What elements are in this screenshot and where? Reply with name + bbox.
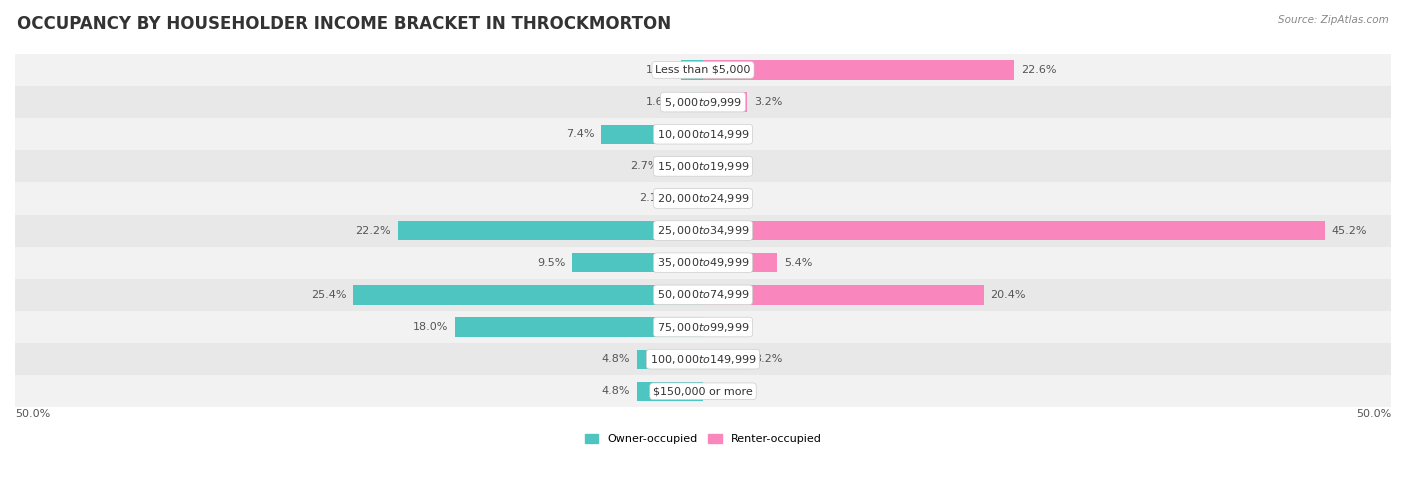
Text: 0.0%: 0.0% <box>710 386 738 396</box>
Bar <box>673 189 703 208</box>
Text: $100,000 to $149,999: $100,000 to $149,999 <box>650 353 756 365</box>
Text: $150,000 or more: $150,000 or more <box>654 386 752 396</box>
Bar <box>15 375 1391 407</box>
Bar <box>703 221 1324 240</box>
Text: 3.2%: 3.2% <box>754 97 782 107</box>
Text: $50,000 to $74,999: $50,000 to $74,999 <box>657 288 749 301</box>
Bar <box>637 382 703 401</box>
Text: $35,000 to $49,999: $35,000 to $49,999 <box>657 256 749 269</box>
Text: 20.4%: 20.4% <box>991 290 1026 300</box>
Text: 2.1%: 2.1% <box>638 193 668 204</box>
Text: OCCUPANCY BY HOUSEHOLDER INCOME BRACKET IN THROCKMORTON: OCCUPANCY BY HOUSEHOLDER INCOME BRACKET … <box>17 15 671 33</box>
Text: 0.0%: 0.0% <box>710 322 738 332</box>
Text: 7.4%: 7.4% <box>565 129 595 139</box>
Bar <box>703 253 778 272</box>
Bar <box>15 279 1391 311</box>
Bar <box>703 60 1014 80</box>
Bar <box>15 311 1391 343</box>
Bar <box>703 285 984 305</box>
Text: 0.0%: 0.0% <box>710 129 738 139</box>
Text: $20,000 to $24,999: $20,000 to $24,999 <box>657 192 749 205</box>
Text: 18.0%: 18.0% <box>413 322 449 332</box>
Bar <box>353 285 703 305</box>
Text: 50.0%: 50.0% <box>15 409 51 419</box>
Text: $15,000 to $19,999: $15,000 to $19,999 <box>657 160 749 173</box>
Bar <box>15 247 1391 279</box>
Bar <box>398 221 703 240</box>
Text: $75,000 to $99,999: $75,000 to $99,999 <box>657 320 749 333</box>
Bar <box>681 92 703 112</box>
Text: 1.6%: 1.6% <box>645 65 673 75</box>
Text: 5.4%: 5.4% <box>785 258 813 268</box>
Legend: Owner-occupied, Renter-occupied: Owner-occupied, Renter-occupied <box>585 434 821 444</box>
Bar <box>15 54 1391 86</box>
Bar <box>572 253 703 272</box>
Text: $10,000 to $14,999: $10,000 to $14,999 <box>657 128 749 141</box>
Text: 0.0%: 0.0% <box>710 161 738 172</box>
Bar <box>15 118 1391 150</box>
Text: 4.8%: 4.8% <box>602 386 630 396</box>
Bar <box>456 317 703 337</box>
Text: 50.0%: 50.0% <box>1355 409 1391 419</box>
Bar <box>15 214 1391 247</box>
Bar <box>637 349 703 369</box>
Bar <box>703 349 747 369</box>
Text: 0.0%: 0.0% <box>710 193 738 204</box>
Text: 22.2%: 22.2% <box>356 226 391 236</box>
Bar <box>703 92 747 112</box>
Bar <box>666 156 703 176</box>
Text: $25,000 to $34,999: $25,000 to $34,999 <box>657 224 749 237</box>
Text: 22.6%: 22.6% <box>1021 65 1056 75</box>
Text: 9.5%: 9.5% <box>537 258 565 268</box>
Bar <box>681 60 703 80</box>
Bar <box>15 343 1391 375</box>
Text: 25.4%: 25.4% <box>311 290 347 300</box>
Text: $5,000 to $9,999: $5,000 to $9,999 <box>664 96 742 108</box>
Text: 4.8%: 4.8% <box>602 354 630 364</box>
Text: 45.2%: 45.2% <box>1331 226 1367 236</box>
Bar <box>602 124 703 144</box>
Bar <box>15 182 1391 214</box>
Bar <box>15 86 1391 118</box>
Text: Less than $5,000: Less than $5,000 <box>655 65 751 75</box>
Text: Source: ZipAtlas.com: Source: ZipAtlas.com <box>1278 15 1389 25</box>
Text: 2.7%: 2.7% <box>630 161 659 172</box>
Bar <box>15 150 1391 182</box>
Text: 3.2%: 3.2% <box>754 354 782 364</box>
Text: 1.6%: 1.6% <box>645 97 673 107</box>
